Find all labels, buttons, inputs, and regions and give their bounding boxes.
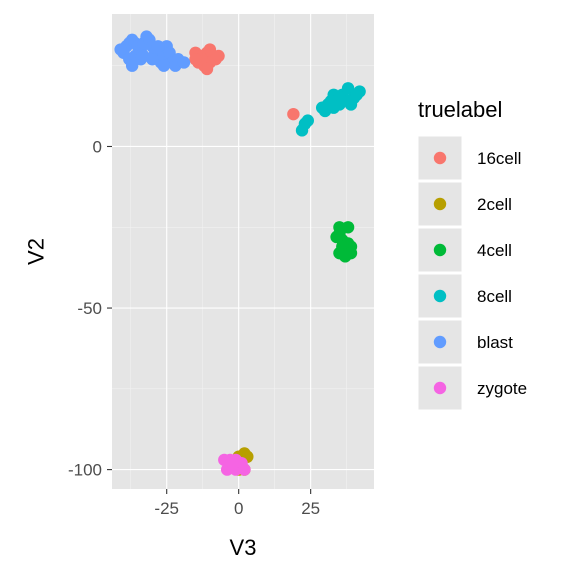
y-tick-label: -100 [68, 461, 102, 480]
legend-label-2cell: 2cell [477, 195, 512, 214]
data-point-blast [163, 46, 176, 59]
legend-label-8cell: 8cell [477, 287, 512, 306]
x-tick-label: 0 [234, 499, 243, 518]
data-point-zygote [238, 463, 251, 476]
data-point-blast [151, 40, 165, 53]
data-point-blast [157, 59, 171, 72]
data-point-4cell [330, 230, 343, 244]
data-point-blast [146, 53, 159, 66]
data-point-16cell [200, 62, 214, 76]
data-point-4cell [339, 250, 352, 263]
legend-swatch-8cell [433, 289, 447, 303]
y-axis-title: V2 [24, 238, 49, 265]
x-tick-label: -25 [154, 499, 179, 518]
data-point-blast [114, 43, 127, 56]
legend-label-blast: blast [477, 333, 513, 352]
data-point-16cell [287, 107, 300, 121]
y-tick-label: 0 [93, 137, 102, 156]
data-point-8cell [324, 95, 338, 108]
legend-title: truelabel [418, 97, 502, 122]
data-point-zygote [226, 456, 240, 470]
data-point-8cell [344, 98, 358, 111]
legend: truelabel 16cell 2cell 4cell 8cell blast zygo… [417, 97, 527, 411]
y-tick-label: -50 [77, 299, 102, 318]
legend-swatch-4cell [433, 243, 447, 257]
legend-swatch-zygote [433, 381, 447, 395]
axes: -25 0 25 -100 -50 0 [68, 137, 320, 518]
legend-swatch-2cell [433, 197, 447, 211]
data-point-8cell [353, 85, 366, 98]
legend-swatch-blast [433, 335, 447, 349]
data-point-8cell [341, 82, 355, 95]
legend-swatch-16cell [433, 151, 447, 165]
x-tick-label: 25 [301, 499, 320, 518]
data-point-4cell [341, 221, 355, 234]
legend-label-16cell: 16cell [477, 149, 521, 168]
data-point-16cell [189, 53, 202, 66]
data-point-16cell [212, 49, 225, 63]
data-point-8cell [301, 114, 314, 127]
x-axis-title: V3 [230, 535, 257, 560]
legend-label-zygote: zygote [477, 379, 527, 398]
data-points [114, 30, 366, 476]
data-point-blast [177, 56, 191, 69]
data-point-blast [125, 59, 139, 72]
legend-label-4cell: 4cell [477, 241, 512, 260]
